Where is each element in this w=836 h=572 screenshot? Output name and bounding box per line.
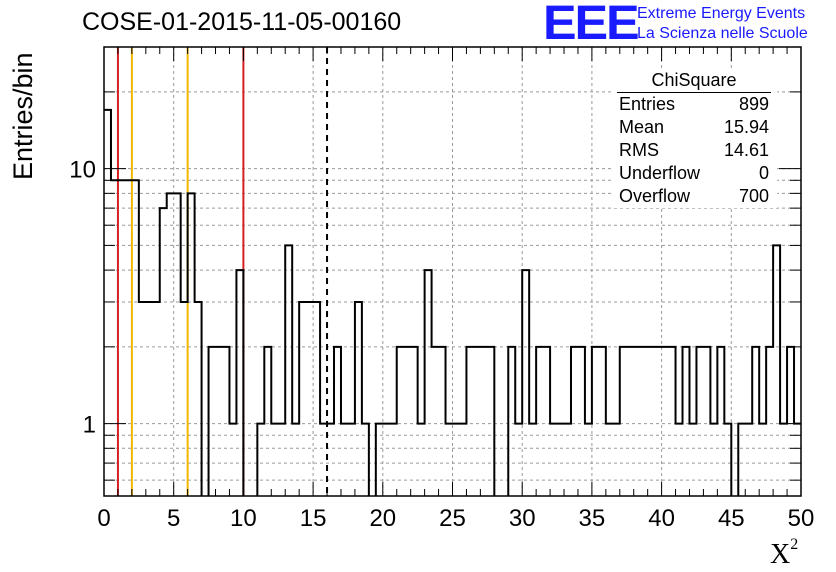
stats-label: RMS [619,140,659,160]
x-axis-label-base: X [770,539,791,570]
stats-row-mean: Mean 15.94 [611,116,777,139]
stats-value: 700 [738,186,769,206]
chart-title: COSE-01-2015-11-05-00160 [82,8,402,36]
stats-row-overflow: Overflow 700 [611,185,777,208]
reference-lines [116,47,329,496]
eee-logo-mark: EEE [543,0,640,50]
x-tick-label: 45 [718,505,745,532]
stats-row-entries: Entries 899 [611,93,777,116]
logo-line-2: La Scienza nelle Scuole [637,25,808,42]
stats-value: 899 [738,94,769,114]
x-tick-label: 0 [97,505,110,532]
x-tick-labels: 0 5 10 15 20 25 30 35 40 45 50 [97,505,814,532]
x-tick-label: 50 [788,505,815,532]
x-tick-label: 20 [369,505,396,532]
y-axis-label: Entries/bin [8,52,38,180]
x-tick-label: 15 [300,505,327,532]
histogram-outline [104,108,801,496]
stats-label: Mean [619,117,665,137]
stats-label: Entries [619,94,676,114]
stats-label: Overflow [619,186,691,206]
stats-value: 0 [758,163,769,183]
x-tick-label: 30 [509,505,536,532]
stats-row-rms: RMS 14.61 [611,139,777,162]
stats-value: 14.61 [723,140,769,160]
stats-box: ChiSquare Entries 899 Mean 15.94 RMS 14.… [611,68,777,208]
stats-label: Underflow [619,163,701,183]
x-tick-label: 25 [439,505,466,532]
x-axis-label-superscript: 2 [790,536,799,553]
y-tick-label: 1 [83,412,96,439]
y-tick-label: 10 [69,157,96,184]
stats-box-title: ChiSquare [617,68,771,93]
x-tick-label: 10 [230,505,257,532]
stats-row-underflow: Underflow 0 [611,162,777,185]
y-tick-labels: 1 10 [69,157,96,439]
axis-ticks [103,46,802,496]
logo-line-1: Extreme Energy Events [637,5,806,22]
x-tick-label: 35 [579,505,606,532]
x-tick-label: 5 [167,505,180,532]
x-tick-label: 40 [648,505,675,532]
stats-value: 15.94 [723,117,769,137]
x-axis-label: X2 [770,536,798,571]
